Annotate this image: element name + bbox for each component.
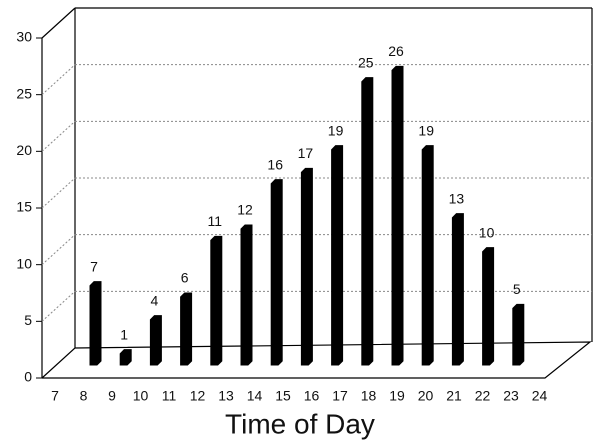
bar — [89, 281, 102, 366]
data-label: 10 — [479, 224, 495, 240]
data-label: 13 — [449, 190, 465, 206]
grid-line — [41, 234, 76, 266]
bar — [421, 145, 434, 366]
x-tick-label: 16 — [304, 388, 320, 404]
data-label: 26 — [388, 43, 404, 59]
x-tick-label: 13 — [218, 388, 234, 404]
bar — [361, 77, 374, 366]
y-tick-label: 15 — [16, 199, 32, 215]
x-tick-label: 23 — [503, 388, 519, 404]
x-tick-label: 11 — [162, 388, 177, 404]
bar — [331, 145, 344, 366]
y-tick-label: 30 — [16, 29, 32, 45]
x-tick-label: 7 — [51, 388, 59, 404]
data-label: 19 — [418, 122, 434, 138]
x-tick-label: 9 — [108, 388, 116, 404]
x-axis-label: Time of Day — [225, 408, 375, 439]
bar — [512, 303, 525, 366]
data-label: 17 — [298, 145, 314, 161]
bar — [119, 349, 132, 366]
x-tick-label: 8 — [80, 388, 88, 404]
x-tick-label: 24 — [532, 388, 548, 404]
x-tick-label: 17 — [332, 388, 348, 404]
y-tick-label: 0 — [24, 369, 32, 385]
x-tick-label: 12 — [190, 388, 206, 404]
data-label: 1 — [120, 326, 128, 342]
data-label: 11 — [208, 213, 223, 229]
grid-line — [41, 290, 76, 322]
frame — [41, 7, 593, 379]
y-tick-label: 25 — [16, 85, 32, 101]
data-label: 12 — [237, 202, 253, 218]
grid-line — [41, 64, 76, 96]
bar — [240, 224, 253, 366]
x-tick-label: 21 — [446, 388, 462, 404]
grid-line — [41, 177, 76, 209]
x-tick-label: 22 — [475, 388, 491, 404]
y-tick-label: 20 — [16, 142, 32, 158]
bar — [451, 213, 464, 366]
x-tick-label: 20 — [418, 388, 434, 404]
x-tick-label: 18 — [361, 388, 377, 404]
bar — [270, 179, 283, 366]
x-tick-label: 19 — [389, 388, 405, 404]
x-tick-label: 15 — [275, 388, 291, 404]
y-tick-label: 10 — [16, 255, 32, 271]
x-tick-label: 10 — [133, 388, 149, 404]
data-label: 5 — [513, 281, 521, 297]
data-label: 4 — [151, 292, 159, 308]
data-label: 19 — [328, 122, 344, 138]
bar — [180, 292, 193, 366]
data-label: 6 — [181, 270, 189, 286]
data-label: 25 — [358, 54, 374, 70]
x-tick-label: 14 — [247, 388, 263, 404]
y-tick-label: 5 — [24, 312, 32, 328]
bar — [149, 315, 162, 366]
bar — [210, 235, 223, 366]
bar — [391, 65, 404, 366]
data-label: 16 — [267, 156, 283, 172]
bar — [482, 247, 495, 366]
bar — [300, 167, 313, 366]
data-label: 7 — [90, 258, 98, 274]
grid-line — [41, 120, 76, 152]
